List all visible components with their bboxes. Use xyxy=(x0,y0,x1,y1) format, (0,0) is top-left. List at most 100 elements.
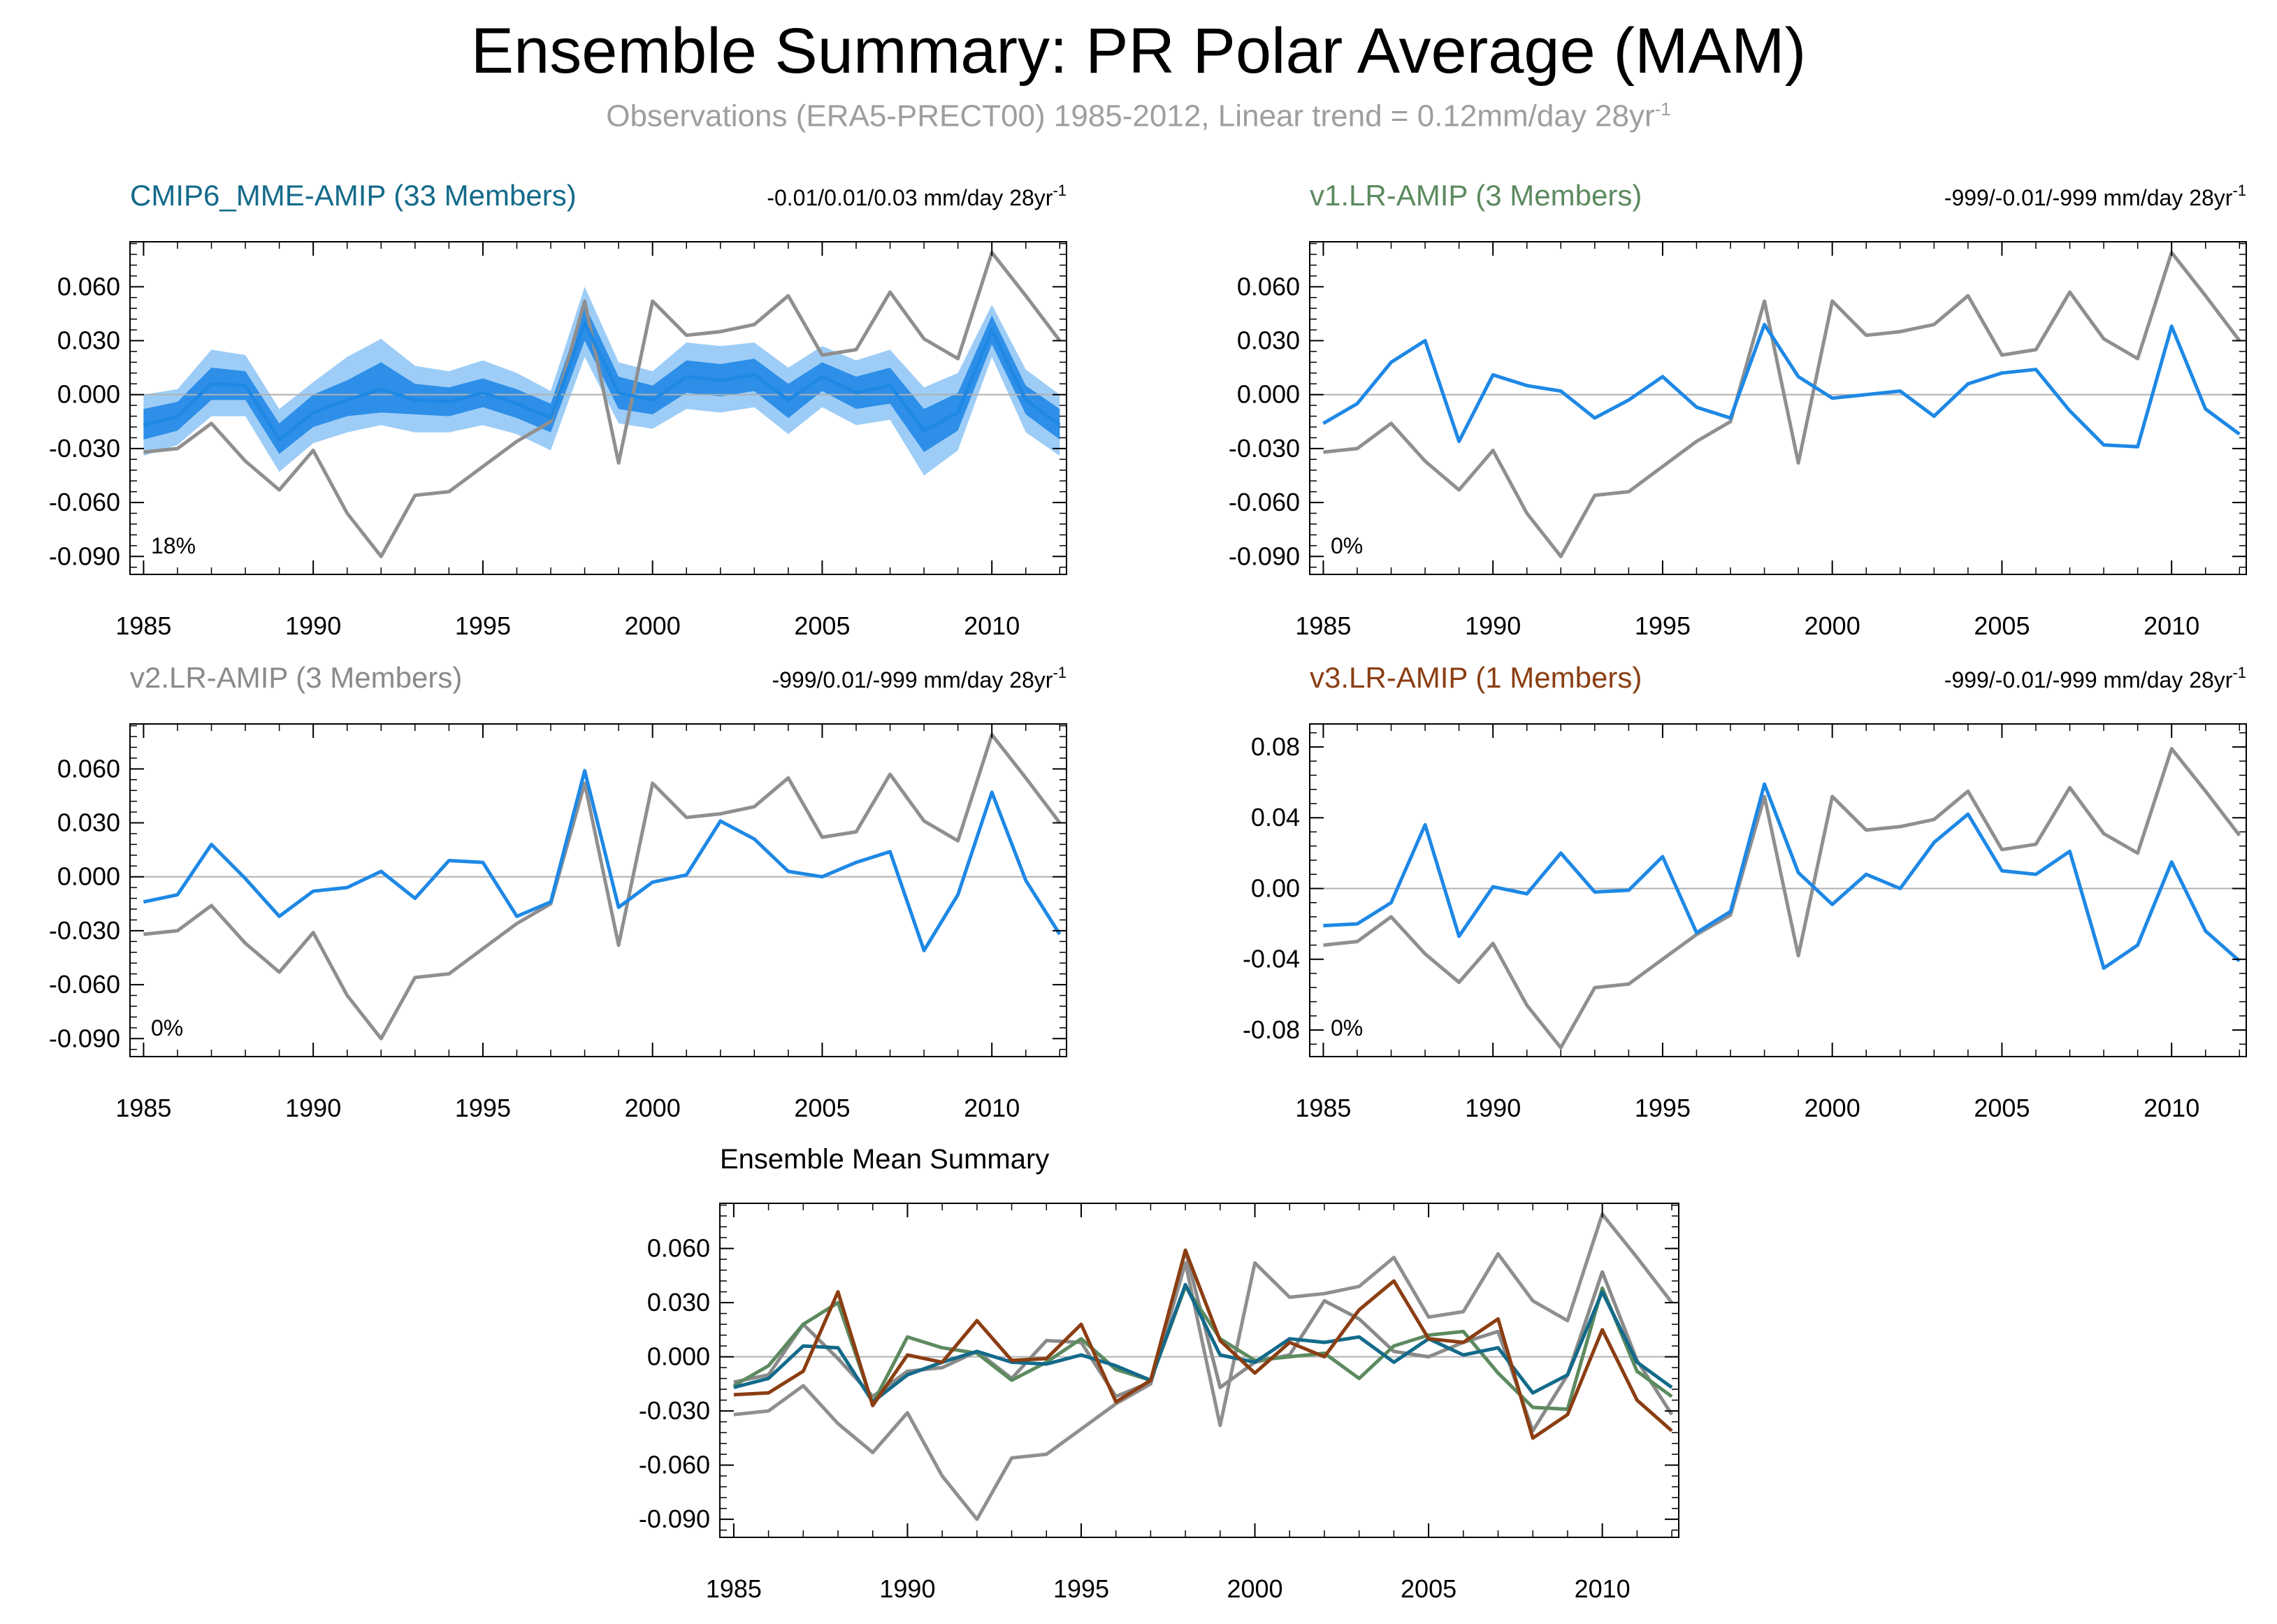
subtitle-superscript: -1 xyxy=(1654,99,1671,119)
plot-area xyxy=(1310,242,2246,574)
trend-value: -999/-0.01/-999 mm/day 28yr xyxy=(1944,667,2233,693)
x-tick-label: 1985 xyxy=(706,1574,762,1603)
trend-superscript: -1 xyxy=(1053,664,1067,681)
x-tick-label: 2000 xyxy=(1805,611,1860,640)
data-layer xyxy=(1310,746,2246,1050)
y-tick-label: 0.030 xyxy=(57,809,120,837)
data-layer xyxy=(130,732,1067,1041)
y-tick-label: -0.090 xyxy=(49,542,120,570)
x-tick-label: 1995 xyxy=(455,611,511,640)
trend-label-v1: -999/-0.01/-999 mm/day 28yr-1 xyxy=(1944,182,2246,210)
x-tick-label: 1995 xyxy=(1635,611,1691,640)
trend-value: -0.01/0.01/0.03 mm/day 28yr xyxy=(767,185,1053,210)
y-tick-label: 0.00 xyxy=(1251,873,1300,902)
series-line-observations xyxy=(143,732,1062,1041)
x-tick-label: 1995 xyxy=(1053,1574,1109,1603)
y-tick-label: -0.060 xyxy=(49,488,120,516)
y-tick-label: 0.030 xyxy=(1237,326,1300,355)
x-tick-label: 2010 xyxy=(2144,611,2199,640)
x-tick-label: 2000 xyxy=(625,1094,681,1122)
percent-label-v2: 0% xyxy=(151,1015,183,1041)
chart-v2: v2.LR-AMIP (3 Members) -999/0.01/-999 mm/… xyxy=(49,661,1067,1122)
y-tick-label: -0.08 xyxy=(1243,1015,1300,1044)
panel-title-cmip6: CMIP6_MME-AMIP (33 Members) xyxy=(130,179,577,212)
plot-area xyxy=(1310,724,2246,1057)
y-tick-label: 0.000 xyxy=(647,1342,710,1371)
series-line-ensemble-mean xyxy=(143,321,1061,442)
x-tick-label: 1995 xyxy=(455,1094,511,1122)
y-tick-label: -0.04 xyxy=(1243,945,1300,973)
y-tick-label: 0.08 xyxy=(1251,732,1300,761)
x-tick-label: 2005 xyxy=(794,611,850,640)
trend-value: -999/0.01/-999 mm/day 28yr xyxy=(772,667,1053,693)
y-tick-label: 0.060 xyxy=(57,754,120,783)
percent-label-cmip6: 18% xyxy=(151,533,196,558)
chart-mean: Ensemble Mean Summary 0.060 0.030 0.000 -0.0… xyxy=(639,1144,1679,1603)
series-line-observations xyxy=(1323,746,2241,1050)
percent-label-v3: 0% xyxy=(1331,1015,1363,1041)
chart-cmip6: CMIP6_MME-AMIP (33 Members) -0.01/0.01/0.… xyxy=(49,179,1067,640)
y-tick-label: 0.030 xyxy=(57,326,120,355)
y-tick-label: -0.060 xyxy=(639,1451,710,1479)
panel-title-v1: v1.LR-AMIP (3 Members) xyxy=(1310,179,1642,212)
trend-superscript: -1 xyxy=(1053,182,1067,199)
trend-superscript: -1 xyxy=(2232,182,2246,199)
subtitle-text: Observations (ERA5-PRECT00) 1985-2012, L… xyxy=(606,99,1655,133)
series-line-v3-lr-amip xyxy=(733,1248,1673,1440)
y-tick-label: 0.060 xyxy=(1237,272,1300,300)
chart-v1: v1.LR-AMIP (3 Members) -999/-0.01/-999 mm… xyxy=(1229,179,2247,640)
panel-title-mean: Ensemble Mean Summary xyxy=(720,1144,1049,1175)
x-tick-label: 2000 xyxy=(1805,1094,1860,1122)
y-tick-label: 0.04 xyxy=(1251,803,1300,832)
trend-superscript: -1 xyxy=(2232,664,2246,681)
figure-title: Ensemble Summary: PR Polar Average (MAM) xyxy=(470,15,1807,87)
series-line-v3-lr-amip xyxy=(1323,782,2241,970)
y-tick-label: -0.060 xyxy=(1229,488,1300,516)
y-tick-label: 0.000 xyxy=(1237,380,1300,409)
x-tick-label: 2010 xyxy=(1575,1574,1631,1603)
percent-label-v1: 0% xyxy=(1331,533,1363,558)
chart-v3: v3.LR-AMIP (1 Members) -999/-0.01/-999 mm… xyxy=(1243,661,2247,1122)
y-tick-label: -0.090 xyxy=(49,1024,120,1052)
y-tick-label: -0.060 xyxy=(49,970,120,999)
plot-frame xyxy=(129,723,1067,1057)
band-inner xyxy=(143,305,1060,454)
plot-frame xyxy=(129,241,1067,575)
y-tick-label: -0.030 xyxy=(49,434,120,463)
x-tick-label: 1985 xyxy=(115,611,171,640)
x-tick-label: 1990 xyxy=(1465,1094,1521,1122)
x-tick-label: 1985 xyxy=(115,1094,171,1122)
x-tick-label: 1990 xyxy=(285,1094,341,1122)
x-tick-label: 2005 xyxy=(1974,1094,2030,1122)
y-tick-label: -0.090 xyxy=(639,1505,710,1533)
data-layer xyxy=(1310,250,2246,558)
x-tick-label: 1985 xyxy=(1295,611,1351,640)
trend-label-v2: -999/0.01/-999 mm/day 28yr-1 xyxy=(772,664,1067,693)
panel-title-v3: v3.LR-AMIP (1 Members) xyxy=(1310,661,1642,694)
data-layer xyxy=(130,250,1067,558)
y-tick-label: -0.030 xyxy=(639,1396,710,1425)
x-tick-label: 2010 xyxy=(964,1094,1020,1122)
figure-subtitle: Observations (ERA5-PRECT00) 1985-2012, L… xyxy=(0,91,2277,135)
trend-label-cmip6: -0.01/0.01/0.03 mm/day 28yr-1 xyxy=(767,182,1067,210)
x-tick-label: 2010 xyxy=(964,611,1020,640)
trend-value: -999/-0.01/-999 mm/day 28yr xyxy=(1944,185,2233,210)
series-line-observations xyxy=(143,250,1062,558)
plot-frame xyxy=(1309,241,2247,575)
plot-area xyxy=(130,724,1067,1057)
x-tick-label: 2000 xyxy=(625,611,681,640)
series-line-v2-lr-amip xyxy=(143,769,1062,952)
x-tick-label: 1990 xyxy=(285,611,341,640)
y-tick-label: -0.030 xyxy=(1229,434,1300,463)
data-layer xyxy=(720,1212,1679,1521)
plot-frame xyxy=(719,1203,1679,1538)
series-line-cmip6-mme-amip xyxy=(733,1282,1673,1404)
y-tick-label: 0.060 xyxy=(57,272,120,300)
series-line-observations xyxy=(1323,250,2241,558)
x-tick-label: 1985 xyxy=(1295,1094,1351,1122)
series-line-observations xyxy=(733,1212,1674,1521)
x-tick-label: 1990 xyxy=(1465,611,1521,640)
panel-title-v2: v2.LR-AMIP (3 Members) xyxy=(130,661,462,694)
x-tick-label: 2005 xyxy=(1401,1574,1456,1603)
x-tick-label: 1995 xyxy=(1635,1094,1691,1122)
